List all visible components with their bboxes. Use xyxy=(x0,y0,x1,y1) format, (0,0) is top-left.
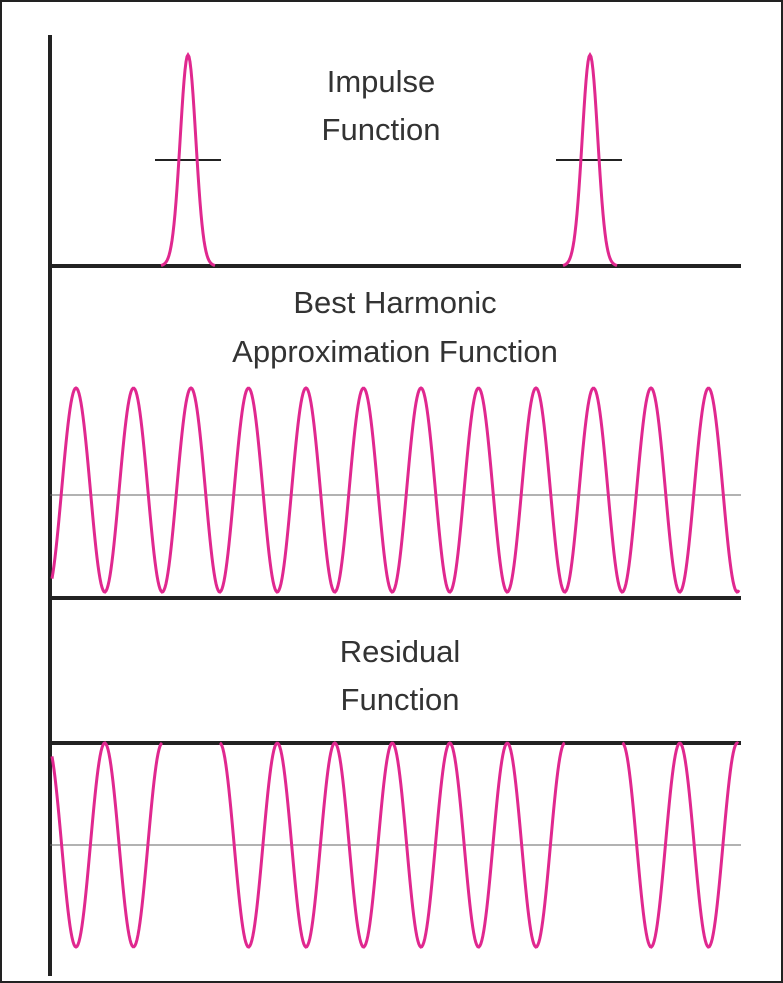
panel-label: Best Harmonic xyxy=(293,285,496,320)
residual-curve xyxy=(50,741,164,949)
impulse-curve xyxy=(562,52,618,267)
impulse-curve xyxy=(160,52,216,267)
panel-label: Approximation Function xyxy=(232,334,558,369)
harmonic-curve xyxy=(50,386,741,594)
residual-curve xyxy=(621,741,740,949)
panel-label: Function xyxy=(322,112,441,147)
residual-curve xyxy=(219,741,566,949)
panel-label: Impulse xyxy=(327,64,436,99)
panel-label: Residual xyxy=(340,634,461,669)
panel-label: Function xyxy=(341,682,460,717)
